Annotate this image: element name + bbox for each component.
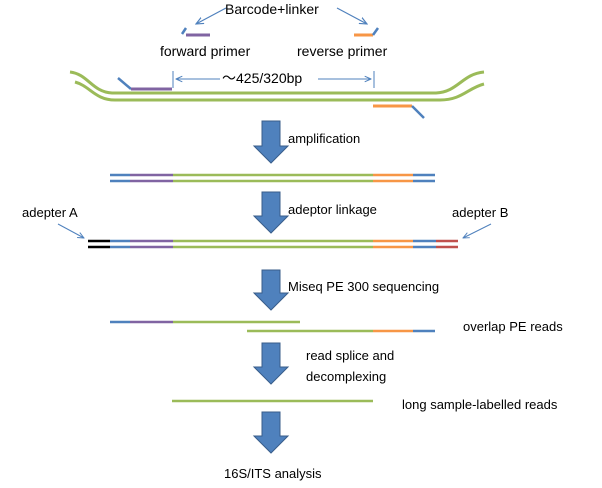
forward-primer-label: forward primer <box>160 43 251 59</box>
adapter-b-pointer <box>463 223 492 238</box>
forward-primer-annealed <box>117 77 172 91</box>
arrow-adaptor-linkage <box>252 191 290 234</box>
adapter-b-label: adepter B <box>452 205 509 220</box>
step-adaptor-linkage-label: adeptor linkage <box>288 202 377 217</box>
step-sequencing-label: Miseq PE 300 sequencing <box>288 279 440 294</box>
barcode-linker-label: Barcode+linker <box>225 1 319 17</box>
step-amplification-label: amplification <box>288 131 361 146</box>
reverse-primer-label: reverse primer <box>297 43 388 59</box>
arrow-splice <box>252 342 290 385</box>
amplicon-length-label: ～425/320bp <box>222 70 303 86</box>
step-splice-label-line2: decomplexing <box>306 369 387 384</box>
step-splice-label-line1: read splice and <box>306 348 395 363</box>
paired-end-reads <box>110 320 435 333</box>
arrow-analysis <box>252 411 290 454</box>
barcode-pointer-right <box>336 7 367 24</box>
amplicon-length-indicator <box>172 71 375 88</box>
template-dna <box>69 70 485 102</box>
adapter-a-label: adepter A <box>22 205 78 220</box>
reverse-primer-sample <box>354 27 380 37</box>
long-reads-label: long sample-labelled reads <box>402 397 558 412</box>
arrow-amplification <box>252 120 290 164</box>
forward-primer-sample <box>180 27 210 37</box>
adapted-library <box>88 239 458 249</box>
amplicon <box>110 173 435 183</box>
reverse-primer-annealed <box>373 104 425 119</box>
step-analysis-label: 16S/ITS analysis <box>224 466 322 481</box>
overlap-reads-label: overlap PE reads <box>463 319 563 334</box>
adapter-a-pointer <box>57 223 84 238</box>
barcode-pointer-left <box>196 7 227 24</box>
arrow-sequencing <box>252 269 290 311</box>
